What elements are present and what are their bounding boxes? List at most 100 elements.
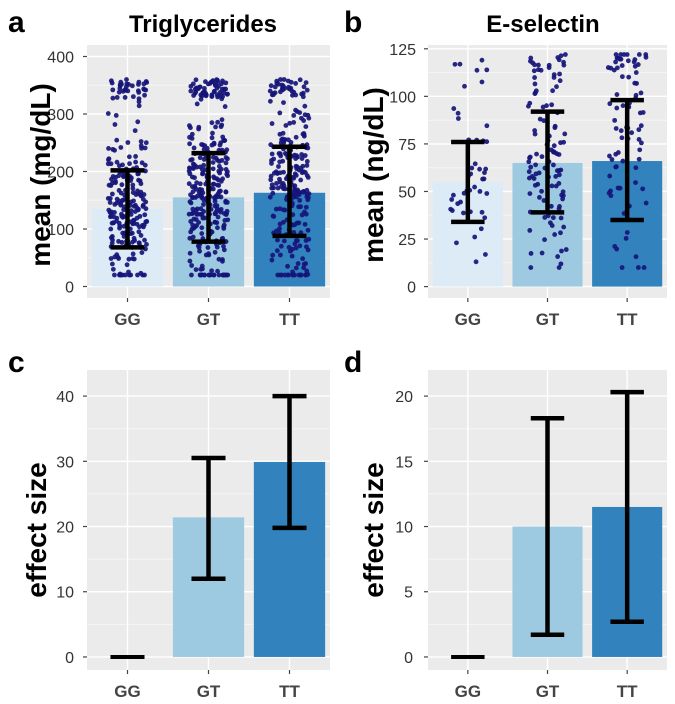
data-point — [306, 115, 312, 121]
data-point — [138, 233, 144, 238]
data-point — [294, 220, 300, 226]
data-point — [304, 87, 310, 93]
data-point — [536, 170, 542, 176]
x-tick-label: GT — [536, 310, 560, 329]
data-point — [132, 128, 138, 134]
data-point — [195, 243, 201, 249]
data-point — [551, 162, 556, 168]
panel-a: 0 100 200 300 400 GG GT TT mean (mg/dL) Triglycer… — [8, 6, 330, 329]
data-point — [221, 247, 227, 253]
data-point — [219, 157, 225, 163]
y-tick-label: 0 — [65, 650, 74, 667]
data-point — [117, 225, 122, 231]
data-point — [302, 103, 308, 109]
data-point — [125, 140, 131, 145]
data-point — [632, 57, 638, 62]
data-point — [478, 226, 484, 232]
data-point — [189, 211, 195, 217]
data-point — [276, 164, 281, 169]
data-point — [196, 124, 202, 130]
data-point — [221, 224, 227, 230]
data-point — [118, 145, 124, 150]
data-point — [105, 157, 111, 163]
x-tick-label: GG — [455, 310, 481, 329]
data-point — [541, 118, 547, 124]
data-point — [556, 172, 562, 178]
data-point — [209, 268, 215, 274]
data-point — [225, 173, 231, 179]
data-point — [557, 71, 562, 77]
data-point — [210, 186, 216, 192]
data-point — [205, 245, 211, 250]
data-point — [548, 147, 554, 153]
data-point — [451, 106, 457, 111]
data-point — [120, 198, 126, 203]
data-point — [541, 198, 547, 203]
data-point — [632, 80, 638, 86]
data-point — [188, 125, 193, 131]
data-point — [191, 93, 197, 98]
data-point — [280, 130, 286, 136]
data-point — [618, 52, 624, 57]
data-point — [285, 263, 290, 269]
data-point — [141, 224, 146, 230]
data-point — [303, 272, 309, 278]
data-point — [537, 116, 543, 122]
data-point — [133, 159, 138, 165]
data-point — [187, 141, 193, 147]
data-point — [563, 52, 568, 57]
data-point — [556, 265, 562, 270]
y-tick-label: 400 — [47, 50, 74, 67]
data-point — [206, 251, 211, 257]
data-point — [189, 272, 194, 278]
y-tick-label: 125 — [389, 42, 416, 59]
data-point — [188, 88, 194, 94]
data-point — [619, 265, 625, 270]
data-point — [223, 86, 229, 92]
data-point — [293, 81, 299, 86]
data-point — [556, 168, 562, 173]
data-point — [291, 113, 297, 118]
data-point — [537, 194, 542, 200]
data-point — [269, 92, 275, 98]
data-point — [225, 272, 231, 278]
data-point — [561, 59, 566, 65]
data-point — [552, 232, 558, 237]
data-point — [528, 55, 534, 61]
data-point — [109, 220, 115, 226]
data-point — [294, 109, 300, 114]
data-point — [277, 176, 282, 182]
data-point — [561, 224, 567, 230]
data-point — [549, 183, 555, 189]
data-point — [267, 98, 273, 104]
data-point — [301, 84, 307, 90]
data-point — [539, 188, 544, 194]
data-point — [130, 94, 136, 100]
data-point — [527, 100, 533, 106]
data-point — [112, 147, 117, 153]
data-point — [198, 96, 204, 102]
data-point — [135, 119, 141, 125]
data-point — [136, 240, 142, 246]
data-point — [131, 256, 137, 262]
x-tick-label: TT — [279, 682, 300, 701]
data-point — [633, 70, 639, 75]
data-point — [135, 188, 140, 194]
data-point — [289, 88, 295, 94]
data-point — [201, 146, 207, 152]
data-point — [287, 248, 293, 254]
data-point — [189, 184, 195, 190]
y-tick-label: 0 — [407, 280, 416, 297]
data-point — [624, 230, 630, 235]
data-point — [210, 160, 216, 165]
data-point — [112, 122, 118, 127]
data-point — [201, 197, 207, 203]
y-tick-label: 200 — [47, 165, 74, 182]
data-point — [462, 83, 467, 89]
data-point — [212, 199, 218, 204]
data-point — [612, 243, 618, 249]
data-point — [199, 167, 205, 172]
data-point — [535, 67, 541, 73]
data-point — [549, 223, 555, 228]
y-axis-title: effect size — [21, 462, 52, 597]
